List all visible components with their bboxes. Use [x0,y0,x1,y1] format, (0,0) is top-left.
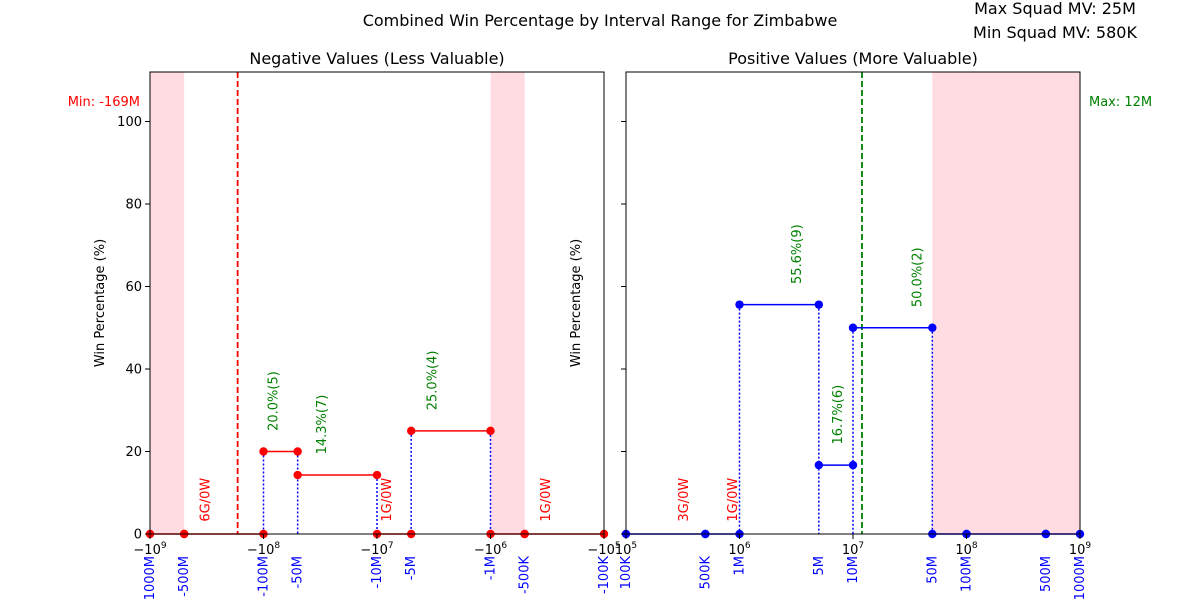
interval-boundary-label: -500K [518,556,533,595]
data-point [406,426,416,436]
data-point [814,460,824,470]
data-point [372,470,382,480]
x-tick-label: 109 [1069,541,1092,558]
shaded-range [932,72,967,534]
x-tick-label: −105 [587,541,620,558]
data-point [293,447,302,456]
interval-boundary-label: -500M [177,556,192,597]
x-tick-label: 106 [728,541,751,558]
x-tick-label: 105 [615,541,637,558]
interval-annotation: 1G/0W [726,478,741,522]
x-tick-label: −109 [133,541,166,558]
data-point [928,323,937,332]
interval-annotation: 50.0%(2) [910,247,925,307]
interval-boundary-label: -5M [404,556,419,580]
data-point [259,447,268,456]
interval-annotation: 3G/0W [677,478,692,522]
x-tick-label: 108 [955,541,978,558]
y-tick-label: 60 [125,280,142,295]
interval-boundary-label: 500M [1039,556,1054,592]
y-tick-label: 80 [125,198,142,213]
x-tick-label: −107 [360,541,393,558]
interval-annotation: 14.3%(7) [315,395,330,455]
min-squad-mv-label: Min Squad MV: 580K [973,23,1137,42]
interval-annotation: 6G/0W [198,478,213,522]
interval-boundary-label: 5M [812,556,827,576]
data-point [293,470,302,480]
y-axis-label: Win Percentage (%) [93,239,108,367]
data-point [486,426,495,436]
y-axis-label: Win Percentage (%) [569,239,584,367]
reference-line-label: Max: 12M [1089,95,1152,110]
interval-boundary-label: 1M [733,556,748,576]
shaded-range [150,72,185,534]
reference-line-label: Min: -169M [68,95,140,110]
y-tick-label: 20 [125,445,142,460]
subplot-title: Positive Values (More Valuable) [728,49,978,68]
interval-boundary-label: -100K [597,556,612,595]
shaded-range [1045,72,1080,534]
data-point [848,460,858,470]
figure-title: Combined Win Percentage by Interval Rang… [363,11,838,30]
plot-frame [149,71,605,535]
interval-boundary-label: 1000M [1073,556,1088,600]
interval-annotation: 1G/0W [380,478,395,522]
interval-boundary-label: 10M [846,556,861,584]
interval-boundary-label: -10M [370,556,385,588]
interval-boundary-label: -1000M [143,556,158,600]
interval-boundary-label: 100M [960,556,975,592]
interval-annotation: 25.0%(4) [425,351,440,411]
data-point [814,300,824,309]
positive-values-chart: Max: 12M 3G/0W 1G/0W 55.6%(9) 16.7%(6) 50.0%(… [569,49,1152,600]
data-point [848,323,858,332]
y-tick-label: 100 [117,115,142,130]
interval-annotation: 20.0%(5) [267,371,282,431]
y-tick-label: 0 [134,528,142,543]
x-tick-label: −108 [247,541,280,558]
interval-annotation: 1G/0W [539,478,554,522]
interval-boundary-label: -100M [257,556,272,597]
interval-annotation: 55.6%(9) [790,224,805,284]
interval-boundary-label: -1M [484,556,499,580]
y-tick-label: 40 [125,363,142,378]
interval-boundary-label: 50M [925,556,940,584]
data-point [735,300,744,309]
interval-boundary-label: 500K [698,556,713,590]
x-tick-label: 107 [842,541,864,558]
interval-boundary-label: 100K [619,556,634,590]
interval-annotation: 16.7%(6) [831,385,846,445]
max-squad-mv-label: Max Squad MV: 25M [974,0,1136,18]
shaded-range [966,72,1046,534]
negative-values-chart: Min: -169M 6G/0W 20.0%(5) 14.3%(7) 1G/0W 25.0… [68,49,621,600]
interval-boundary-label: -50M [291,556,306,588]
subplot-title: Negative Values (Less Valuable) [249,49,504,68]
shaded-range [490,72,525,534]
x-tick-label: −106 [474,541,507,558]
